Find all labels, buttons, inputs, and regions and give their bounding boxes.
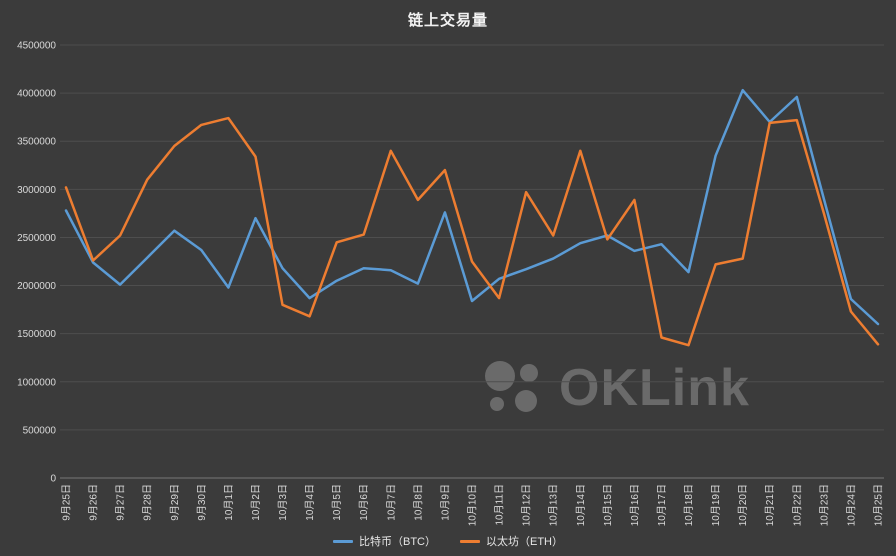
y-axis-tick-label: 1500000 — [17, 329, 56, 340]
legend-item-btc[interactable]: 比特币（BTC） — [333, 533, 436, 549]
x-axis-tick-label: 9月27日 — [115, 484, 127, 521]
x-axis-tick-label: 10月22日 — [791, 484, 803, 526]
x-axis-tick-label: 10月12日 — [521, 484, 533, 526]
x-axis-tick-label: 10月13日 — [548, 484, 560, 526]
watermark-text: OKLink — [559, 359, 750, 417]
chart-title: 链上交易量 — [407, 12, 488, 29]
eth-line-swatch — [460, 539, 480, 543]
x-axis-tick-label: 10月24日 — [845, 484, 857, 526]
y-axis-tick-label: 2500000 — [17, 233, 56, 244]
y-axis-tick-label: 4000000 — [17, 89, 56, 100]
y-axis-tick-label: 3500000 — [17, 137, 56, 148]
x-axis-tick-label: 10月8日 — [412, 484, 424, 521]
x-axis-tick-label: 10月14日 — [575, 484, 587, 526]
x-axis-tick-label: 10月2日 — [250, 484, 262, 521]
x-axis-tick-label: 9月29日 — [169, 484, 181, 521]
x-axis-tick-label: 10月1日 — [223, 484, 235, 521]
x-axis-tick-label: 10月21日 — [764, 484, 776, 526]
chart-legend: 比特币（BTC） 以太坊（ETH） — [0, 533, 896, 549]
legend-item-eth[interactable]: 以太坊（ETH） — [460, 533, 563, 549]
x-axis-tick-label: 10月23日 — [818, 484, 830, 526]
x-axis-tick-label: 10月7日 — [385, 484, 397, 521]
legend-label-btc: 比特币（BTC） — [359, 536, 436, 548]
x-axis-tick-label: 10月11日 — [494, 484, 506, 526]
x-axis-tick-label: 10月3日 — [277, 484, 289, 521]
legend-label-eth: 以太坊（ETH） — [486, 536, 563, 548]
x-axis-tick-label: 9月25日 — [61, 484, 73, 521]
x-axis-tick-label: 9月26日 — [88, 484, 100, 521]
x-axis-tick-label: 10月20日 — [737, 484, 749, 526]
x-axis-tick-label: 10月16日 — [629, 484, 641, 526]
x-axis-tick-label: 10月15日 — [602, 484, 614, 526]
oklink-watermark: OKLink — [483, 360, 750, 416]
y-axis-tick-label: 3000000 — [17, 185, 56, 196]
x-axis-tick-label: 10月5日 — [331, 484, 343, 521]
btc-series-line — [64, 88, 880, 326]
oklink-logo-icon — [485, 361, 538, 412]
y-axis-tick-label: 2000000 — [17, 281, 56, 292]
x-axis-tick-label: 10月9日 — [439, 484, 451, 521]
x-axis-tick-label: 10月4日 — [304, 484, 316, 521]
y-axis-tick-label: 4500000 — [17, 41, 56, 52]
y-axis-tick-label: 500000 — [23, 425, 57, 436]
x-axis-tick-label: 10月19日 — [710, 484, 722, 526]
x-axis-tick-label: 10月25日 — [873, 484, 885, 526]
x-axis-tick-label: 9月28日 — [142, 484, 154, 521]
x-axis-tick-label: 10月17日 — [656, 484, 668, 526]
y-axis-tick-label: 1000000 — [17, 377, 56, 388]
eth-series-line — [64, 116, 880, 347]
x-axis-tick-label: 10月6日 — [358, 484, 370, 521]
btc-line-swatch — [333, 539, 353, 543]
y-axis-tick-label: 0 — [50, 474, 56, 485]
x-axis-tick-label: 10月18日 — [683, 484, 695, 526]
x-axis-tick-label: 9月30日 — [196, 484, 208, 521]
x-axis-tick-label: 10月10日 — [467, 484, 479, 526]
